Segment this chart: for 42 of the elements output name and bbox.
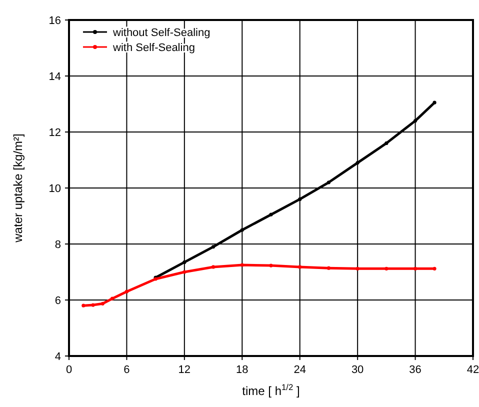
y-tick-label: 6 (54, 295, 61, 307)
y-tick-label: 8 (54, 239, 61, 251)
y-axis-title: water uptake [kg/m²] (11, 134, 25, 244)
x-tick-label: 24 (294, 364, 306, 376)
point (124, 290, 129, 294)
y-tick-label: 12 (48, 127, 61, 139)
y-tick-label: 4 (54, 351, 61, 363)
x-tick-label: 36 (409, 364, 422, 376)
point (384, 141, 388, 145)
point (211, 265, 216, 269)
x-tick-label: 6 (124, 364, 130, 376)
point (413, 266, 418, 270)
point (356, 161, 360, 165)
x-tick-label: 18 (236, 364, 248, 376)
x-axis-title: time [ h$^{1/2}$ ] (242, 382, 300, 398)
point (384, 266, 388, 270)
y-tick-label: 14 (48, 71, 61, 83)
point (110, 296, 114, 300)
point (211, 245, 216, 249)
point (182, 270, 186, 274)
point (326, 180, 331, 184)
y-tick-label: 10 (48, 183, 61, 195)
x-tick-label: 0 (66, 364, 72, 376)
point (182, 260, 186, 264)
x-tick-label: 12 (178, 364, 191, 376)
point (432, 266, 436, 270)
point (356, 266, 360, 270)
x-tick-label: 30 (351, 364, 364, 376)
point (432, 100, 436, 104)
x-tick-label: 42 (466, 364, 479, 376)
point (298, 265, 302, 269)
point (269, 264, 273, 268)
point (82, 304, 86, 308)
point (326, 266, 331, 270)
point (240, 228, 244, 232)
point (413, 119, 418, 123)
point (91, 303, 95, 307)
point (269, 212, 273, 216)
point (298, 197, 302, 201)
y-tick-label: 16 (48, 15, 61, 27)
point (100, 302, 104, 306)
point (240, 263, 244, 267)
